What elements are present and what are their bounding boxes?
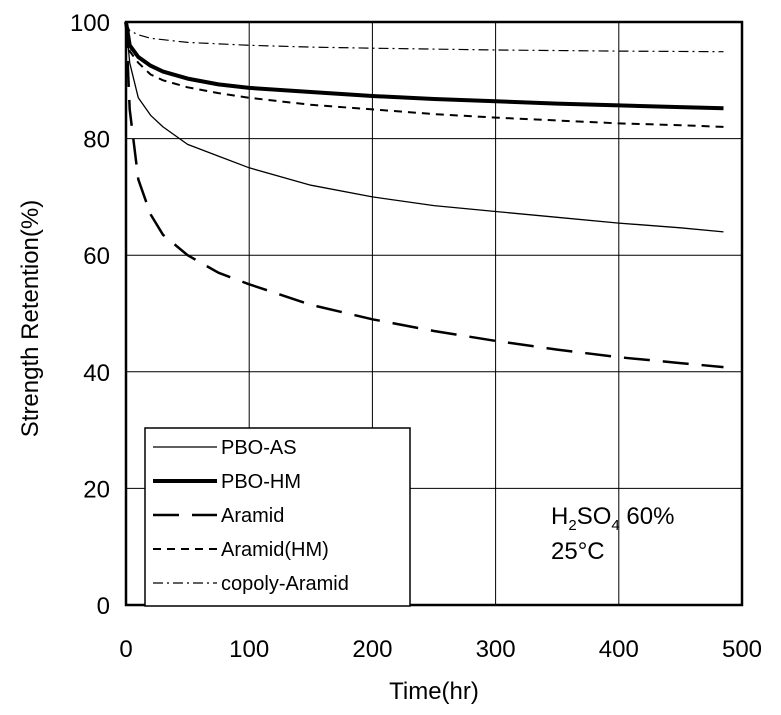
y-axis-title: Strength Retention(%) — [17, 200, 44, 437]
y-tick-label: 80 — [83, 127, 110, 154]
series-line-aramid — [124, 21, 724, 369]
legend-label: copoly-Aramid — [221, 573, 349, 595]
x-tick-label: 300 — [476, 636, 516, 663]
x-tick-label: 0 — [119, 636, 132, 663]
annotation-temperature: 25°C — [551, 538, 605, 565]
annotation-sub1: 2 — [568, 517, 576, 534]
plot-frame — [124, 20, 744, 607]
x-tick-label: 200 — [352, 636, 392, 663]
y-tick-label: 0 — [97, 593, 110, 620]
series-layer — [124, 21, 724, 369]
legend-label: PBO-AS — [221, 437, 297, 459]
axis-ticks: 0 100 200 300 400 500 0 20 40 60 80 100 — [70, 10, 762, 663]
annotation-suffix: 60% — [620, 503, 675, 530]
legend-box — [144, 427, 411, 607]
annotation-mid: SO — [577, 503, 612, 530]
x-tick-label: 100 — [229, 636, 269, 663]
x-tick-label: 400 — [599, 636, 639, 663]
legend-label: Aramid — [221, 505, 284, 527]
legend: PBO-AS PBO-HM Aramid Aramid(HM) copoly-Arami… — [144, 427, 411, 607]
series-line-pbo-as — [125, 21, 724, 233]
series-line-aramid-hm — [125, 21, 724, 128]
y-tick-label: 60 — [83, 243, 110, 270]
annotation-prefix: H — [551, 503, 568, 530]
annotation-acid: H2SO4 60% — [551, 503, 674, 534]
y-tick-label: 20 — [83, 476, 110, 503]
y-tick-label: 40 — [83, 360, 110, 387]
legend-label: Aramid(HM) — [221, 539, 329, 561]
x-tick-label: 500 — [722, 636, 762, 663]
y-tick-label: 100 — [70, 10, 110, 37]
annotation-sub2: 4 — [611, 517, 619, 534]
series-line-pbo-hm — [124, 21, 724, 111]
legend-label: PBO-HM — [221, 471, 301, 493]
x-axis-title: Time(hr) — [389, 678, 479, 705]
series-line-copoly-aramid — [125, 21, 724, 53]
